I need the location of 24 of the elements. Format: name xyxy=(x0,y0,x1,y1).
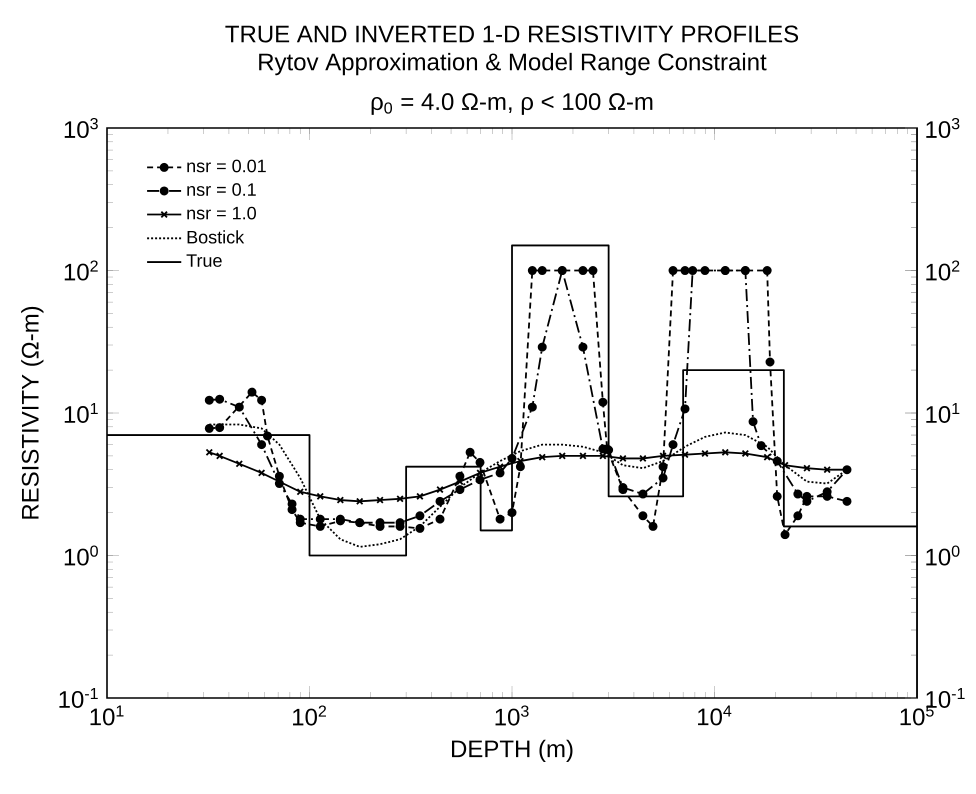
text: 10$^{0}$ xyxy=(926,545,960,566)
text: 10$^{2}$ xyxy=(926,260,960,281)
legend-label: True xyxy=(186,254,222,267)
text: ρ$_{0}$ = 4.0 Ω-m, ρ < 100 Ω-m xyxy=(372,93,652,115)
text: 10$^{1}$ xyxy=(926,403,960,423)
y-tick-label: 10$^{1}$ xyxy=(64,403,98,423)
x-tick-label: 10$^{1}$ xyxy=(90,705,124,726)
x-axis-title: DEPTH (m) xyxy=(452,740,572,762)
y-axis-title: RESISTIVITY (Ω-m) xyxy=(21,306,44,519)
text: 10$^{3}$ xyxy=(926,118,960,138)
text: 10$^{-1}$ xyxy=(926,688,965,708)
y-tick-label: 10$^{2}$ xyxy=(64,260,98,281)
legend-label: nsr = 0.1 xyxy=(187,183,256,196)
x-tick-label: 10$^{2}$ xyxy=(293,705,326,726)
y-tick-label: 10$^{3}$ xyxy=(64,118,98,138)
legend-label: nsr = 1.0 xyxy=(187,206,256,220)
x-tick-label: 10$^{4}$ xyxy=(698,705,732,726)
chart-title: TRUE AND INVERTED 1-D RESISTIVITY PROFILES xyxy=(225,26,798,42)
legend-label: nsr = 0.01 xyxy=(187,160,266,172)
chart-subtitle: Rytov Approximation & Model Range Constraint xyxy=(259,52,767,76)
y-tick-label: 10$^{-1}$ xyxy=(59,688,98,708)
x-tick-label: 10$^{3}$ xyxy=(496,705,529,726)
y-tick-label: 10$^{0}$ xyxy=(64,545,98,566)
legend-label: Bostick xyxy=(188,230,244,244)
